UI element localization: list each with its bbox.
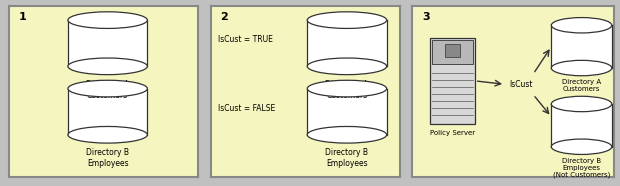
Text: Directory B
Employees: Directory B Employees xyxy=(86,148,129,168)
FancyBboxPatch shape xyxy=(445,44,461,57)
Ellipse shape xyxy=(551,96,612,112)
Text: IsCust: IsCust xyxy=(510,80,533,89)
Text: 3: 3 xyxy=(422,12,430,23)
Text: 2: 2 xyxy=(220,12,228,23)
Text: Directory A
Customers: Directory A Customers xyxy=(562,79,601,92)
FancyBboxPatch shape xyxy=(433,40,472,64)
Ellipse shape xyxy=(308,12,387,28)
Text: Directory B
Employees: Directory B Employees xyxy=(326,148,368,168)
Polygon shape xyxy=(68,20,148,66)
Ellipse shape xyxy=(308,58,387,75)
Text: IsCust = TRUE: IsCust = TRUE xyxy=(218,35,273,44)
Polygon shape xyxy=(551,25,612,68)
Text: 1: 1 xyxy=(19,12,27,23)
Ellipse shape xyxy=(551,139,612,154)
Ellipse shape xyxy=(551,17,612,33)
Polygon shape xyxy=(308,89,387,135)
Ellipse shape xyxy=(68,80,148,97)
Ellipse shape xyxy=(308,126,387,143)
FancyBboxPatch shape xyxy=(430,38,475,124)
Polygon shape xyxy=(68,89,148,135)
Text: Directory A
Customers: Directory A Customers xyxy=(86,80,129,100)
Text: IsCust = FALSE: IsCust = FALSE xyxy=(218,104,276,113)
Polygon shape xyxy=(308,20,387,66)
Polygon shape xyxy=(551,104,612,147)
Ellipse shape xyxy=(551,60,612,76)
Ellipse shape xyxy=(68,58,148,75)
Ellipse shape xyxy=(68,12,148,28)
Ellipse shape xyxy=(308,80,387,97)
Text: Directory B
Employees
(Not Customers): Directory B Employees (Not Customers) xyxy=(553,158,610,178)
Text: Directory A
Customers: Directory A Customers xyxy=(326,80,368,100)
Ellipse shape xyxy=(68,126,148,143)
Text: Policy Server: Policy Server xyxy=(430,131,475,137)
